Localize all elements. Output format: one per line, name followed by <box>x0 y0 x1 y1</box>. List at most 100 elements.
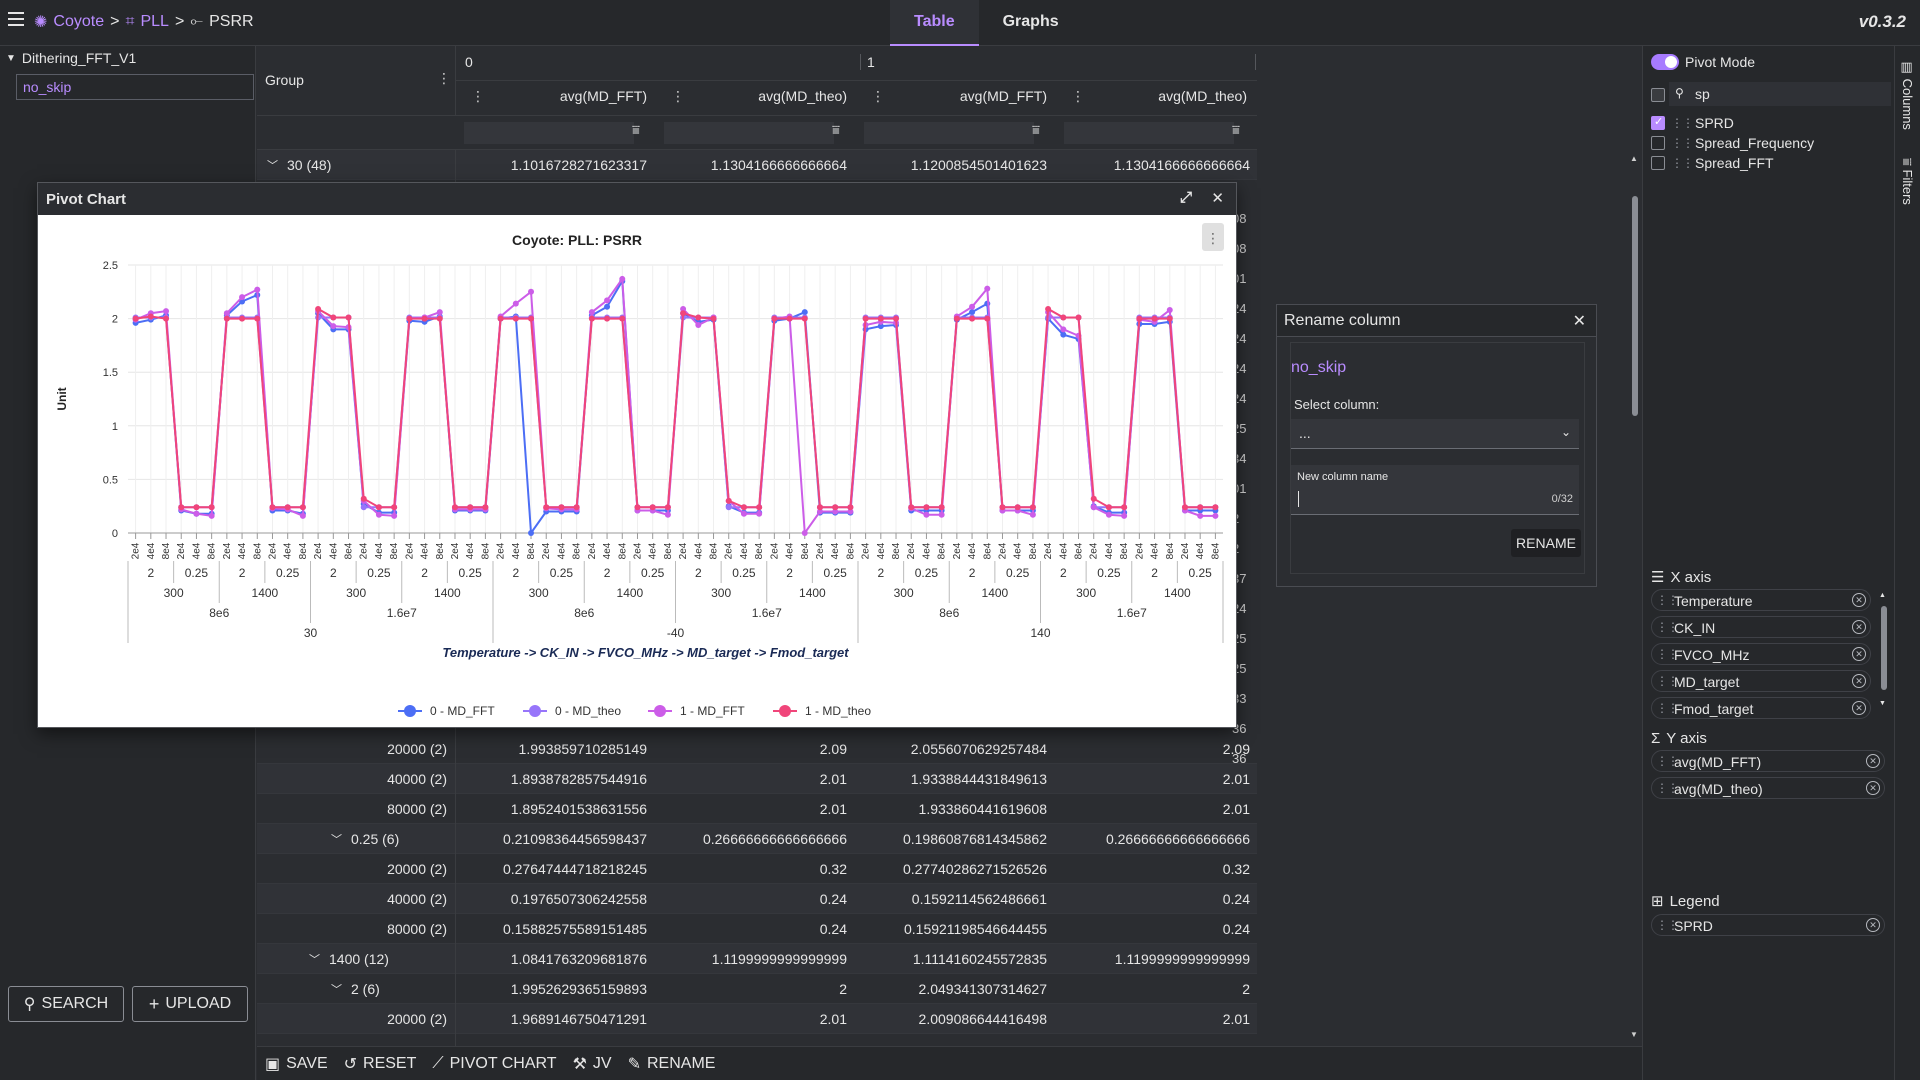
axis-chip[interactable]: ⋮⋮ Fmod_target ✕ <box>1651 697 1871 719</box>
breadcrumb-item-test[interactable]: PSRR <box>209 13 254 30</box>
table-row[interactable]: 80000 (2) 0.15882575589151485 0.24 0.159211… <box>257 914 1257 944</box>
scroll-down-icon[interactable]: ▼ <box>1630 1030 1638 1039</box>
table-row[interactable]: 40000 (2) 1.8938782857544916 2.01 1.9338844… <box>257 764 1257 794</box>
table-row[interactable]: 40000 (2) 0.1976507306242558 0.24 0.1592114… <box>257 884 1257 914</box>
save-button[interactable]: ▣ SAVE <box>265 1054 328 1074</box>
axis-chip[interactable]: ⋮⋮ Temperature ✕ <box>1651 589 1871 611</box>
drag-handle-icon[interactable]: ⋮⋮ <box>1656 674 1679 688</box>
filter-icon[interactable]: ⩸ <box>832 122 840 137</box>
rename-submit-button[interactable]: RENAME <box>1511 529 1581 557</box>
table-row[interactable]: 20000 (2) 0.27647444718218245 0.32 0.277402… <box>257 854 1257 884</box>
pivot-mode-toggle[interactable] <box>1651 54 1679 70</box>
column-checkbox[interactable] <box>1651 136 1665 150</box>
expander-icon[interactable]: ﹀ <box>309 954 320 966</box>
select-column-dropdown[interactable]: ... ⌄ <box>1291 419 1579 449</box>
drag-handle-icon[interactable]: ⋮⋮ <box>1656 620 1679 634</box>
table-row[interactable]: ﹀ 2 (6) 1.9952629365159893 2 2.0493413073146… <box>257 974 1257 1004</box>
remove-icon[interactable]: ✕ <box>1852 674 1866 688</box>
axis-chip[interactable]: ⋮⋮ CK_IN ✕ <box>1651 616 1871 638</box>
expander-icon[interactable]: ﹀ <box>331 834 342 846</box>
group-menu-icon[interactable]: ⋮ <box>437 70 451 86</box>
x-axis-scrollbar[interactable]: ▲ ▼ <box>1879 592 1889 716</box>
column-header[interactable]: avg(MD_FFT) <box>959 88 1047 104</box>
grid-scrollbar[interactable]: ▲ ▼ <box>1630 150 1640 1050</box>
table-row[interactable]: ﹀ 30 (48) 1.1016728271623317 1.130416666… <box>257 150 1257 180</box>
drag-handle-icon[interactable]: ⋮⋮ <box>1656 593 1679 607</box>
scroll-up-icon[interactable]: ▲ <box>1879 592 1886 599</box>
close-icon[interactable]: ✕ <box>1211 190 1224 207</box>
remove-icon[interactable]: ✕ <box>1852 593 1866 607</box>
search-button[interactable]: ⚲ SEARCH <box>8 986 124 1022</box>
axis-chip[interactable]: ⋮⋮ avg(MD_FFT) ✕ <box>1651 750 1885 772</box>
caret-down-icon[interactable]: ▼ <box>6 52 16 64</box>
drag-handle-icon[interactable]: ⋮⋮ <box>1656 781 1679 795</box>
table-row[interactable]: ﹀ 1400 (12) 1.0841763209681876 1.1199999999… <box>257 944 1257 974</box>
reset-button[interactable]: ↺ RESET <box>344 1054 417 1074</box>
close-icon[interactable]: ✕ <box>1572 313 1586 330</box>
column-header[interactable]: avg(MD_FFT) <box>559 88 647 104</box>
remove-icon[interactable]: ✕ <box>1866 781 1880 795</box>
expander-icon[interactable]: ﹀ <box>331 984 342 996</box>
axis-chip[interactable]: ⋮⋮ MD_target ✕ <box>1651 670 1871 692</box>
tab-table[interactable]: Table <box>890 0 979 46</box>
tree-item-selected[interactable]: no_skip <box>16 74 254 100</box>
column-search-input[interactable]: ⚲ sp <box>1669 82 1891 106</box>
column-checkbox[interactable] <box>1651 156 1665 170</box>
axis-chip[interactable]: ⋮⋮ FVCO_MHz ✕ <box>1651 643 1871 665</box>
drag-handle-icon[interactable]: ⋮⋮ <box>1656 647 1679 661</box>
remove-icon[interactable]: ✕ <box>1866 754 1880 768</box>
filter-input[interactable] <box>464 122 634 144</box>
breadcrumb-item-project[interactable]: Coyote <box>53 13 105 30</box>
column-menu-icon[interactable]: ⋮ <box>471 88 485 104</box>
drag-handle-icon[interactable]: ⋮⋮ <box>1656 918 1679 932</box>
pivot-chart-button[interactable]: ⟋ PIVOT CHART <box>432 1055 556 1073</box>
select-all-checkbox[interactable] <box>1651 88 1665 102</box>
remove-icon[interactable]: ✕ <box>1852 620 1866 634</box>
column-menu-icon[interactable]: ⋮ <box>871 88 885 104</box>
drag-handle-icon[interactable]: ⋮⋮ <box>1671 156 1694 170</box>
column-header[interactable]: avg(MD_theo) <box>758 88 847 104</box>
scroll-thumb[interactable] <box>1881 606 1887 690</box>
new-column-name-input[interactable]: New column name 0/32 <box>1291 465 1579 515</box>
rename-button[interactable]: ✎ RENAME <box>628 1054 716 1074</box>
side-tab-filters[interactable]: ⩸ Filters <box>1900 158 1915 205</box>
remove-icon[interactable]: ✕ <box>1852 701 1866 715</box>
upload-button[interactable]: + UPLOAD <box>132 986 248 1022</box>
tab-graphs[interactable]: Graphs <box>1002 13 1059 30</box>
table-row[interactable]: ﹀ 0.25 (6) 0.21098364456598437 0.2666666666… <box>257 824 1257 854</box>
drag-handle-icon[interactable]: ⋮⋮ <box>1656 754 1679 768</box>
chart-menu-icon[interactable] <box>1202 223 1224 251</box>
maximize-icon[interactable]: ⤢ <box>1179 189 1192 206</box>
column-item-label[interactable]: SPRD <box>1695 115 1734 131</box>
breadcrumb-item-block[interactable]: PLL <box>140 13 169 30</box>
side-tab-columns[interactable]: ▥ Columns <box>1900 60 1915 130</box>
pivot-chart-header[interactable]: Pivot Chart ⤢ ✕ <box>38 183 1236 215</box>
tree-root[interactable]: ▼ Dithering_FFT_V1 <box>6 50 136 66</box>
column-header[interactable]: avg(MD_theo) <box>1158 88 1247 104</box>
group-header[interactable]: Group <box>265 72 304 88</box>
filter-icon[interactable]: ⩸ <box>1232 122 1240 137</box>
axis-chip[interactable]: ⋮⋮ avg(MD_theo) ✕ <box>1651 777 1885 799</box>
expander-icon[interactable]: ﹀ <box>267 160 278 172</box>
column-menu-icon[interactable]: ⋮ <box>1071 88 1085 104</box>
remove-icon[interactable]: ✕ <box>1866 918 1880 932</box>
drag-handle-icon[interactable]: ⋮⋮ <box>1671 136 1694 150</box>
remove-icon[interactable]: ✕ <box>1852 647 1866 661</box>
filter-input[interactable] <box>664 122 834 144</box>
axis-chip[interactable]: ⋮⋮ SPRD ✕ <box>1651 914 1885 936</box>
filter-input[interactable] <box>864 122 1034 144</box>
table-row[interactable]: 20000 (2) 1.993859710285149 2.09 2.05560706… <box>257 734 1257 764</box>
column-item-label[interactable]: Spread_FFT <box>1695 155 1774 171</box>
scroll-down-icon[interactable]: ▼ <box>1879 700 1886 707</box>
jv-button[interactable]: ⚒ JV <box>573 1054 612 1074</box>
column-item-label[interactable]: Spread_Frequency <box>1695 135 1815 151</box>
filter-input[interactable] <box>1064 122 1234 144</box>
scroll-up-icon[interactable]: ▲ <box>1630 154 1638 163</box>
table-row[interactable]: 20000 (2) 1.9689146750471291 2.01 2.0090866… <box>257 1004 1257 1034</box>
filter-icon[interactable]: ⩸ <box>632 122 640 137</box>
scroll-thumb[interactable] <box>1632 196 1638 416</box>
table-row[interactable]: 80000 (2) 1.8952401538631556 2.01 1.9338604… <box>257 794 1257 824</box>
filter-icon[interactable]: ⩸ <box>1032 122 1040 137</box>
drag-handle-icon[interactable]: ⋮⋮ <box>1656 701 1679 715</box>
drag-handle-icon[interactable]: ⋮⋮ <box>1671 116 1694 130</box>
